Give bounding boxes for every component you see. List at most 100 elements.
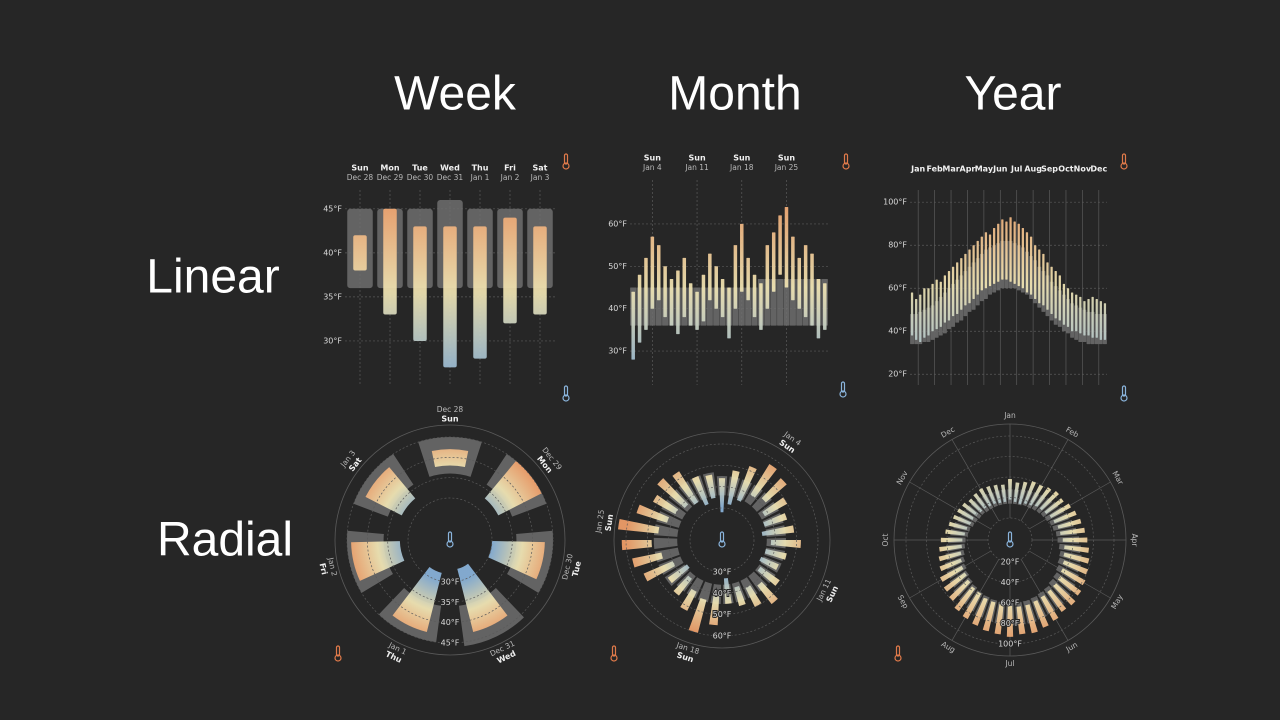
temperature-range-bar <box>672 471 699 505</box>
temperature-range-bar <box>1009 217 1012 282</box>
temperature-range-bar <box>968 498 983 513</box>
x-weekday-label: Sun <box>688 154 705 163</box>
temperature-range-bar <box>1060 527 1085 536</box>
x-weekday-label: Sun <box>778 154 795 163</box>
temperature-range-bar <box>637 274 642 343</box>
temperature-range-bar <box>1075 294 1078 332</box>
temperature-range-bar <box>771 232 776 292</box>
temperature-range-bar <box>947 271 951 321</box>
thermometer-icon <box>611 645 617 657</box>
y-tick-label: 40°F <box>888 327 907 336</box>
temperature-range-bar <box>682 257 687 318</box>
temperature-range-bar <box>923 288 926 338</box>
radial-tick-label: 60°F <box>1001 599 1020 608</box>
temperature-range-bar <box>663 266 667 318</box>
temperature-range-bar <box>1062 560 1089 575</box>
temperature-range-bar <box>1063 552 1090 564</box>
temperature-range-bar <box>1049 503 1071 519</box>
thermometer-icon <box>895 645 901 657</box>
temperature-range-bar <box>791 236 795 301</box>
temperature-range-bar <box>740 223 744 292</box>
temperature-range-bar <box>973 492 987 509</box>
normal-range-bar <box>653 537 678 549</box>
temperature-range-bar <box>621 540 652 551</box>
y-tick-label: 20°F <box>888 370 907 379</box>
thermometer-icon <box>894 654 902 662</box>
radial-tick-label: 20°F <box>1001 558 1020 567</box>
temperature-range-bar <box>1016 606 1026 635</box>
column-title: Month <box>668 68 801 121</box>
y-tick-label: 50°F <box>608 262 627 271</box>
column-title: Year <box>965 68 1062 121</box>
temperature-range-bar <box>1083 301 1086 336</box>
temperature-range-bar <box>618 518 660 534</box>
temperature-range-bar <box>353 235 367 271</box>
thermometer-icon <box>563 153 569 165</box>
temperature-range-bar <box>764 549 787 560</box>
thermometer-icon <box>1007 531 1013 543</box>
thermometer-icon <box>839 390 847 398</box>
normal-range-bar <box>738 287 745 326</box>
temperature-range-bar <box>1060 568 1086 586</box>
thermometer-icon <box>718 540 726 548</box>
temperature-range-bar <box>443 226 457 368</box>
row-title: Radial <box>157 514 293 567</box>
x-month-label: Aug <box>1024 165 1042 174</box>
date-label: Jan 2 <box>326 556 339 577</box>
temperature-range-bar <box>1095 298 1098 338</box>
temperature-range-bar <box>964 253 967 306</box>
temperature-range-bar <box>1058 275 1061 321</box>
x-month-label: May <box>975 165 994 174</box>
temperature-range-bar <box>757 581 778 605</box>
temperature-range-bar <box>392 566 442 632</box>
temperature-range-bar <box>1013 221 1016 284</box>
temperature-range-bar <box>503 217 517 324</box>
radial-tick-label: 30°F <box>713 568 732 577</box>
temperature-range-bar <box>533 226 547 315</box>
temperature-range-bar <box>988 234 992 287</box>
temperature-range-bar <box>431 449 469 467</box>
temperature-range-bar <box>1046 262 1049 310</box>
temperature-range-bar <box>954 586 976 612</box>
temperature-range-bar <box>1099 301 1102 340</box>
thermometer-icon <box>840 381 846 393</box>
temperature-range-bar <box>413 226 427 341</box>
temperature-range-bar <box>723 577 732 604</box>
temperature-range-bar <box>997 223 1000 282</box>
temperature-range-bar <box>931 283 934 332</box>
temperature-range-bar <box>1034 245 1037 299</box>
x-month-label: Jul <box>1010 165 1023 174</box>
grid-ring <box>407 497 493 583</box>
x-date-label: Jan 25 <box>774 163 799 172</box>
x-weekday-label: Sun <box>733 154 750 163</box>
temperature-range-bar <box>1066 288 1070 327</box>
normal-range-bar <box>697 581 713 603</box>
temperature-range-bar <box>1005 221 1008 280</box>
temperature-range-bar <box>709 592 720 626</box>
thermometer-icon <box>446 540 454 548</box>
temperature-range-bar <box>727 470 740 505</box>
grid-ring <box>987 517 1033 563</box>
y-tick-label: 40°F <box>323 248 342 257</box>
temperature-range-bar <box>972 597 988 626</box>
radial-tick-label: 50°F <box>713 610 732 619</box>
thermometer-icon <box>1121 385 1127 397</box>
radial-tick-label: 35°F <box>441 598 460 607</box>
temperature-range-bar <box>351 541 405 581</box>
temperature-range-bar <box>631 291 635 360</box>
temperature-range-bar <box>1006 606 1014 637</box>
normal-range-bar <box>777 279 784 326</box>
temperature-range-bar <box>752 274 757 318</box>
date-label: Jan 25 <box>594 509 607 535</box>
temperature-range-bar <box>1057 518 1082 529</box>
temperature-range-bar <box>939 544 962 552</box>
y-tick-label: 30°F <box>323 336 342 345</box>
temperature-range-bar <box>736 465 757 502</box>
temperature-range-bar <box>1053 510 1077 524</box>
temperature-range-bar <box>688 598 707 633</box>
x-date-label: Dec 28 <box>347 173 374 182</box>
radial-tick-label: 45°F <box>441 639 460 648</box>
month-label: Apr <box>1130 534 1139 548</box>
temperature-range-bar <box>1044 498 1064 515</box>
